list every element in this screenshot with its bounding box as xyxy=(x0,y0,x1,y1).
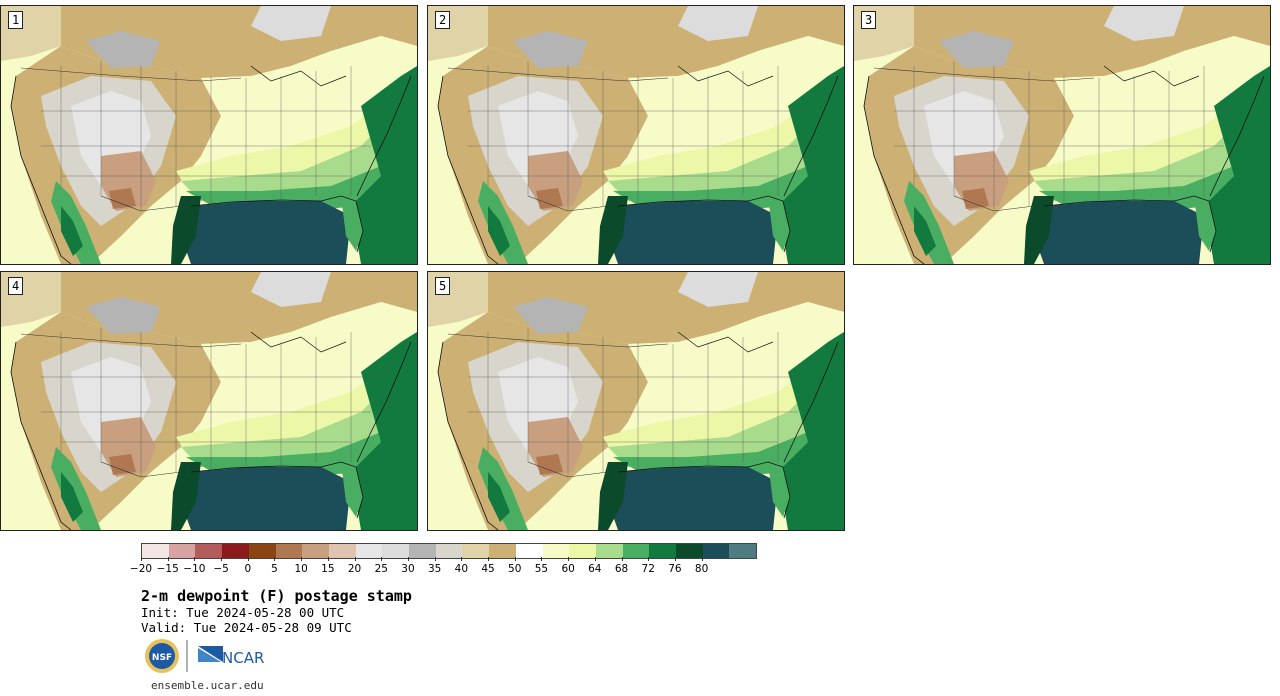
nsf-logo-icon: NSF xyxy=(145,639,179,673)
colorbar-tick xyxy=(301,557,303,561)
panel-label: 5 xyxy=(435,277,451,295)
colorbar-tick-label: 25 xyxy=(374,563,388,575)
colorbar-swatch xyxy=(168,544,196,558)
colorbar-tick-label: −15 xyxy=(156,563,179,575)
colorbar-tick-label: 15 xyxy=(321,563,335,575)
map-panel-2: 2 xyxy=(427,5,845,265)
colorbar-tick-label: 45 xyxy=(481,563,495,575)
colorbar-tick-label: −10 xyxy=(183,563,206,575)
colorbar-tick-label: 20 xyxy=(347,563,362,575)
valid-time: Valid: Tue 2024-05-28 09 UTC xyxy=(141,620,352,635)
init-time: Init: Tue 2024-05-28 00 UTC xyxy=(141,605,345,620)
colorbar-tick xyxy=(167,557,169,561)
map-panel-4: 4 xyxy=(0,271,418,531)
colorbar-tick-label: 68 xyxy=(614,563,629,575)
colorbar-tick xyxy=(514,557,516,561)
colorbar-tick-label: 50 xyxy=(508,563,522,575)
colorbar-tick-label: 64 xyxy=(588,563,602,575)
svg-text:NSF: NSF xyxy=(152,653,172,663)
colorbar-tick xyxy=(274,557,276,561)
map-panel-1: 1 xyxy=(0,5,418,265)
colorbar-swatch xyxy=(595,544,623,558)
colorbar-swatch xyxy=(275,544,303,558)
colorbar-tick xyxy=(568,557,570,561)
colorbar-tick xyxy=(434,557,436,561)
colorbar-swatch xyxy=(195,544,223,558)
colorbar-tick-label: 80 xyxy=(694,563,709,575)
colorbar-tick xyxy=(674,557,676,561)
colorbar-swatch xyxy=(222,544,249,558)
colorbar-swatch xyxy=(355,544,383,558)
colorbar-tick-label: −5 xyxy=(213,563,229,575)
panel-label: 3 xyxy=(861,11,877,29)
figure-title: 2-m dewpoint (F) postage stamp xyxy=(141,587,412,605)
colorbar-swatch xyxy=(649,544,677,558)
colorbar-ticks: −20 −15 −10 −5 0 5 10 15 20 25 30 35 40 45 50 55 60 64 68 7… xyxy=(130,557,757,579)
colorbar-tick xyxy=(594,557,596,561)
colorbar-tick-label: 60 xyxy=(561,563,575,575)
colorbar xyxy=(141,543,757,559)
colorbar-tick xyxy=(194,557,196,561)
panel-label: 4 xyxy=(8,277,24,295)
colorbar-tick-label: 5 xyxy=(271,563,278,575)
colorbar-tick xyxy=(461,557,463,561)
colorbar-tick-label: −20 xyxy=(129,563,153,575)
colorbar-tick-label: 30 xyxy=(401,563,415,575)
colorbar-tick xyxy=(221,557,223,561)
colorbar-swatch xyxy=(302,544,329,558)
map-panel-3: 3 xyxy=(853,5,1271,265)
colorbar-swatch xyxy=(676,544,703,558)
colorbar-tick xyxy=(648,557,650,561)
colorbar-tick-label: 10 xyxy=(294,563,308,575)
colorbar-swatch xyxy=(462,544,490,558)
panel-label: 2 xyxy=(435,11,451,29)
colorbar-tick-label: 76 xyxy=(668,563,682,575)
colorbar-tick xyxy=(701,557,703,561)
site-url: ensemble.ucar.edu xyxy=(151,679,264,692)
colorbar-tick xyxy=(488,557,490,561)
colorbar-swatch xyxy=(409,544,436,558)
colorbar-tick-label: 0 xyxy=(244,563,252,575)
colorbar-swatch xyxy=(382,544,410,558)
colorbar-tick-label: 35 xyxy=(427,563,442,575)
colorbar-swatch xyxy=(569,544,596,558)
colorbar-swatch xyxy=(622,544,650,558)
panel-label: 1 xyxy=(8,11,24,29)
svg-text:NCAR: NCAR xyxy=(222,649,264,667)
colorbar-swatch xyxy=(489,544,516,558)
colorbar-swatch xyxy=(515,544,543,558)
map-panel-5: 5 xyxy=(427,271,845,531)
colorbar-swatch xyxy=(542,544,570,558)
colorbar-swatch xyxy=(729,544,757,558)
colorbar-tick-label: 72 xyxy=(641,563,655,575)
colorbar-swatch xyxy=(435,544,463,558)
colorbar-swatch xyxy=(248,544,276,558)
colorbar-tick xyxy=(541,557,543,561)
sponsor-logos: NSF NCAR xyxy=(145,639,264,673)
colorbar-tick-label: 55 xyxy=(534,563,549,575)
colorbar-tick xyxy=(354,557,356,561)
colorbar-swatch xyxy=(142,544,169,558)
ncar-logo-icon: NCAR xyxy=(198,646,264,667)
colorbar-swatch xyxy=(702,544,730,558)
colorbar-tick xyxy=(327,557,329,561)
colorbar-swatch xyxy=(328,544,356,558)
colorbar-tick xyxy=(381,557,383,561)
colorbar-tick xyxy=(247,557,249,561)
colorbar-tick xyxy=(621,557,623,561)
colorbar-tick xyxy=(141,557,142,561)
colorbar-tick-label: 40 xyxy=(454,563,469,575)
colorbar-tick xyxy=(407,557,409,561)
